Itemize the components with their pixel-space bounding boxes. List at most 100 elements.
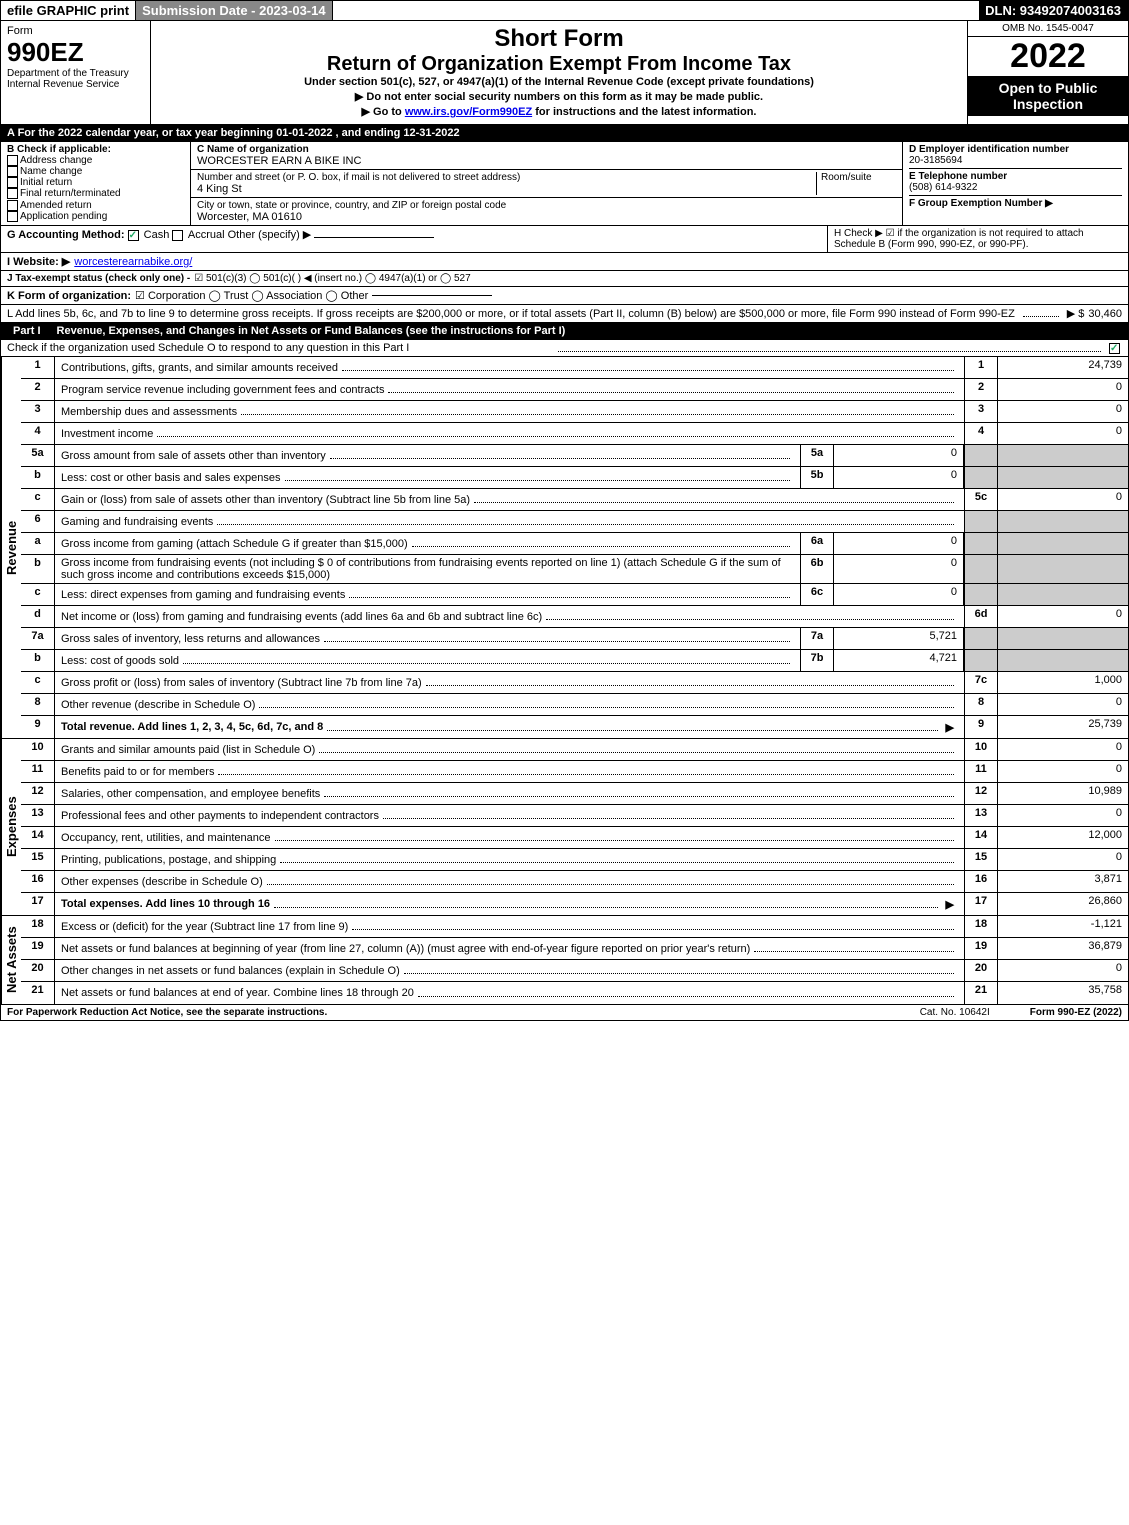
line-desc: Less: cost of goods sold: [55, 650, 800, 671]
right-lineno: 15: [964, 849, 998, 870]
amount-value: 0: [998, 489, 1128, 510]
right-lineno: 2: [964, 379, 998, 400]
right-lineno: 10: [964, 739, 998, 760]
cb-cash[interactable]: [128, 230, 139, 241]
amount-value: -1,121: [998, 916, 1128, 937]
cb-schedule-o[interactable]: [1109, 343, 1120, 354]
subbox-label: 5a: [800, 445, 834, 466]
line-text: Total expenses. Add lines 10 through 16: [61, 898, 270, 910]
netassets-section: Net Assets 18Excess or (deficit) for the…: [0, 915, 1129, 1005]
line-l4: 4Investment income40: [21, 423, 1128, 445]
cb-application-pending[interactable]: Application pending: [7, 211, 184, 222]
dots: [388, 386, 954, 394]
website-link[interactable]: worcesterearnabike.org/: [74, 256, 192, 268]
cb-name-change[interactable]: Name change: [7, 166, 184, 177]
line-number: 15: [21, 849, 55, 870]
dots: [280, 856, 954, 864]
c-name-label: C Name of organization: [197, 144, 896, 155]
revenue-section: Revenue 1Contributions, gifts, grants, a…: [0, 357, 1129, 738]
line-desc: Net assets or fund balances at end of ye…: [55, 982, 964, 1004]
g-cash: Cash: [144, 229, 170, 241]
cb-initial-return[interactable]: Initial return: [7, 177, 184, 188]
line-number: 10: [21, 739, 55, 760]
shaded-lineno: [964, 555, 998, 583]
efile-print[interactable]: efile GRAPHIC print: [1, 1, 136, 20]
amount-value: 0: [998, 739, 1128, 760]
right-lineno: 13: [964, 805, 998, 826]
subbox-value: 0: [834, 533, 964, 554]
amount-value: 0: [998, 423, 1128, 444]
return-title: Return of Organization Exempt From Incom…: [161, 53, 957, 76]
line-l1: 1Contributions, gifts, grants, and simil…: [21, 357, 1128, 379]
g-label: G Accounting Method:: [7, 229, 125, 241]
irs: Internal Revenue Service: [7, 79, 144, 90]
right-lineno: 14: [964, 827, 998, 848]
line-text: Net assets or fund balances at end of ye…: [61, 987, 414, 999]
line-l11: 11Benefits paid to or for members110: [21, 761, 1128, 783]
line-number: c: [21, 672, 55, 693]
part1-title: Revenue, Expenses, and Changes in Net As…: [47, 325, 1122, 337]
line-desc: Total expenses. Add lines 10 through 16▶: [55, 893, 964, 915]
line-text: Total revenue. Add lines 1, 2, 3, 4, 5c,…: [61, 721, 323, 733]
line-desc: Occupancy, rent, utilities, and maintena…: [55, 827, 964, 848]
amount-value: 0: [998, 761, 1128, 782]
part1-label: Part I: [7, 325, 47, 337]
dots: [426, 679, 954, 687]
shaded-lineno: [964, 445, 998, 466]
line-number: 4: [21, 423, 55, 444]
form-header: Form 990EZ Department of the Treasury In…: [0, 21, 1129, 125]
dots: [157, 430, 954, 438]
dots: [275, 834, 954, 842]
dots: [285, 474, 790, 482]
instr-goto: ▶ Go to www.irs.gov/Form990EZ for instru…: [161, 105, 957, 118]
line-l7c: c Gross profit or (loss) from sales of in…: [21, 672, 1128, 694]
header-right: OMB No. 1545-0047 2022 Open to Public In…: [968, 21, 1128, 124]
k-other-input[interactable]: [372, 295, 492, 296]
cb-amended-return[interactable]: Amended return: [7, 200, 184, 211]
line-text: Gross amount from sale of assets other t…: [61, 450, 326, 462]
right-lineno: 4: [964, 423, 998, 444]
line-desc: Gross profit or (loss) from sales of inv…: [55, 672, 964, 693]
right-lineno: 12: [964, 783, 998, 804]
line-text: Grants and similar amounts paid (list in…: [61, 744, 315, 756]
telephone: (508) 614-9322: [909, 182, 1122, 193]
dept-treasury: Department of the Treasury: [7, 68, 144, 79]
line-l7a: 7aGross sales of inventory, less returns…: [21, 628, 1128, 650]
cb-accrual[interactable]: [172, 230, 183, 241]
line-desc: Gross income from gaming (attach Schedul…: [55, 533, 800, 554]
amount-value: 1,000: [998, 672, 1128, 693]
header-left: Form 990EZ Department of the Treasury In…: [1, 21, 151, 124]
line-text: Other expenses (describe in Schedule O): [61, 876, 263, 888]
line-number: 21: [21, 982, 55, 1004]
j-options: ☑ 501(c)(3) ◯ 501(c)( ) ◀ (insert no.) ◯…: [194, 273, 470, 284]
line-text: Printing, publications, postage, and shi…: [61, 854, 276, 866]
line-text: Less: direct expenses from gaming and fu…: [61, 589, 345, 601]
g-other-input[interactable]: [314, 237, 434, 238]
right-lineno: 5c: [964, 489, 998, 510]
line-number: 14: [21, 827, 55, 848]
line-number: 20: [21, 960, 55, 981]
amount-value: 3,871: [998, 871, 1128, 892]
cb-final-return[interactable]: Final return/terminated: [7, 188, 184, 199]
k-label: K Form of organization:: [7, 290, 131, 302]
line-desc: Other changes in net assets or fund bala…: [55, 960, 964, 981]
right-lineno: 8: [964, 694, 998, 715]
line-number: 19: [21, 938, 55, 959]
line-text: Gross profit or (loss) from sales of inv…: [61, 677, 422, 689]
line-desc: Gaming and fundraising events: [55, 511, 964, 532]
irs-link[interactable]: www.irs.gov/Form990EZ: [405, 106, 532, 118]
dots: [330, 452, 790, 460]
line-desc: Total revenue. Add lines 1, 2, 3, 4, 5c,…: [55, 716, 964, 738]
subtitle: Under section 501(c), 527, or 4947(a)(1)…: [161, 76, 957, 88]
line-desc: Other revenue (describe in Schedule O): [55, 694, 964, 715]
subbox-label: 6b: [800, 555, 834, 583]
dots: [404, 967, 954, 975]
cb-address-change[interactable]: Address change: [7, 155, 184, 166]
line-desc: Investment income: [55, 423, 964, 444]
subbox-value: 0: [834, 467, 964, 488]
line-desc: Gross amount from sale of assets other t…: [55, 445, 800, 466]
shaded-amount: [998, 650, 1128, 671]
instr-goto-post: for instructions and the latest informat…: [535, 106, 756, 118]
l-amount-label: ▶ $: [1067, 307, 1085, 320]
subbox-label: 6c: [800, 584, 834, 605]
